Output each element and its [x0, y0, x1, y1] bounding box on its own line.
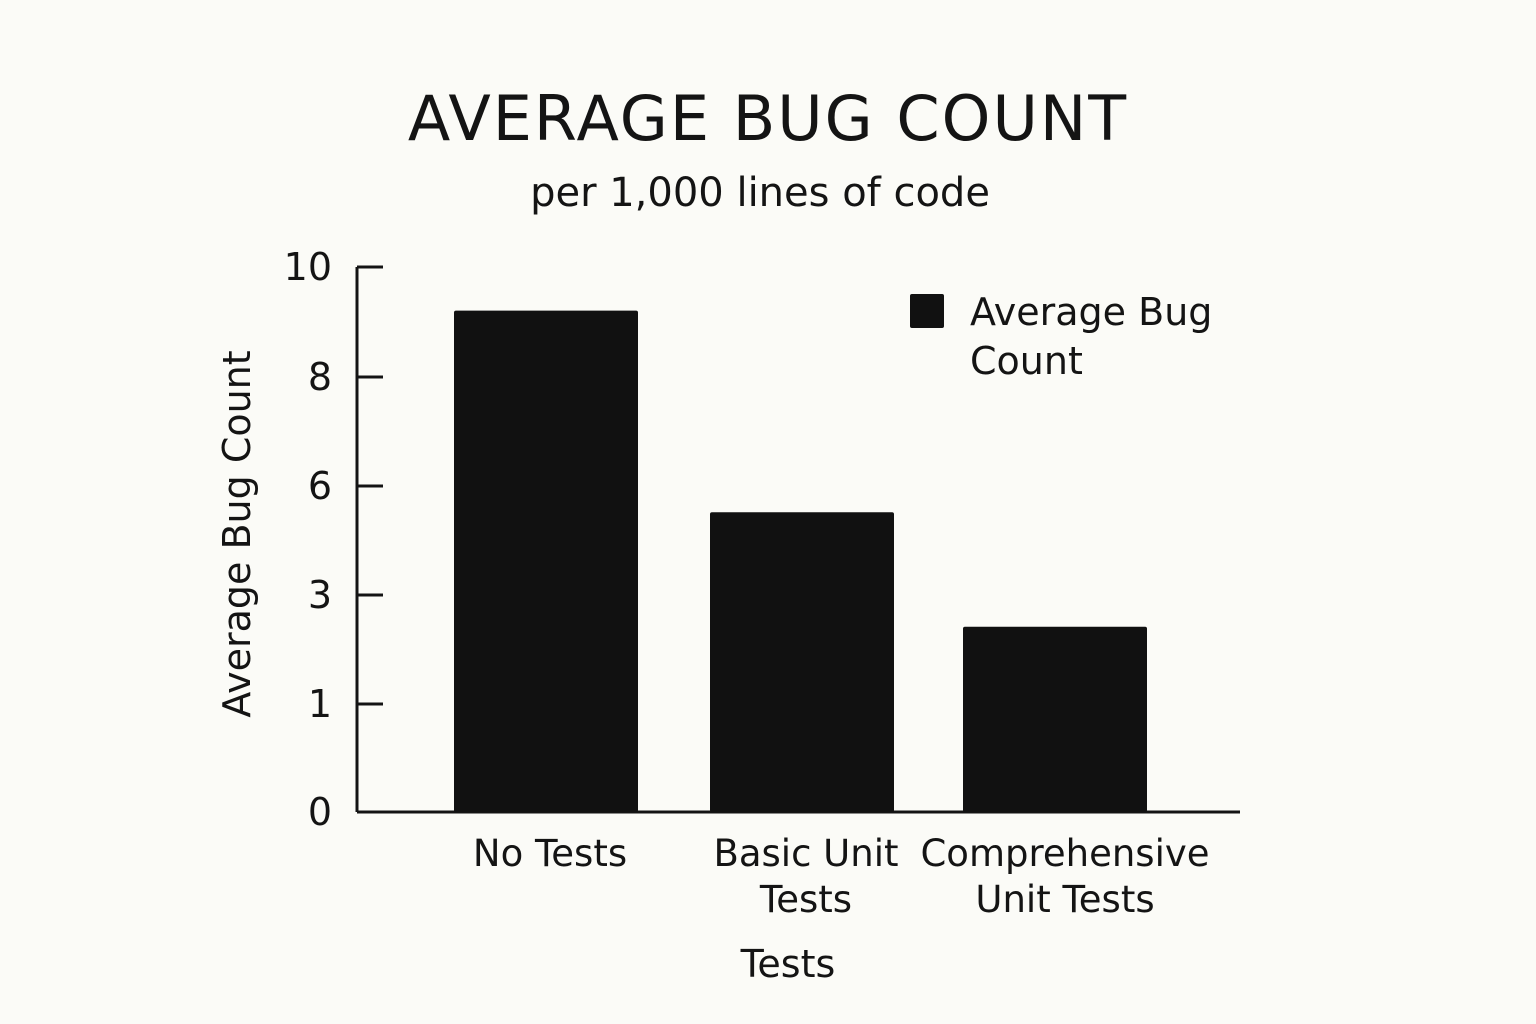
x-tick-label: Comprehensive — [920, 832, 1209, 875]
y-tick-label: 3 — [308, 573, 332, 617]
y-tick-label: 6 — [308, 464, 332, 508]
x-tick-label: No Tests — [473, 832, 627, 875]
legend-label: Count — [970, 339, 1083, 383]
x-tick-label: Tests — [759, 878, 852, 921]
x-tick-label: Unit Tests — [975, 878, 1154, 921]
chart-title: AVERAGE BUG COUNT — [408, 82, 1128, 155]
y-tick-label: 1 — [308, 682, 332, 726]
y-tick-label: 0 — [308, 790, 332, 834]
y-tick-label: 10 — [284, 245, 332, 289]
x-axis-label: Tests — [740, 942, 836, 986]
legend-label: Average Bug — [970, 290, 1212, 334]
chart-subtitle: per 1,000 lines of code — [530, 170, 990, 216]
bar — [454, 310, 638, 812]
bar — [710, 512, 894, 812]
legend-swatch — [910, 294, 944, 328]
y-tick-label: 8 — [308, 355, 332, 399]
bar — [963, 626, 1147, 812]
y-axis-label: Average Bug Count — [215, 350, 259, 717]
x-tick-label: Basic Unit — [713, 832, 898, 875]
